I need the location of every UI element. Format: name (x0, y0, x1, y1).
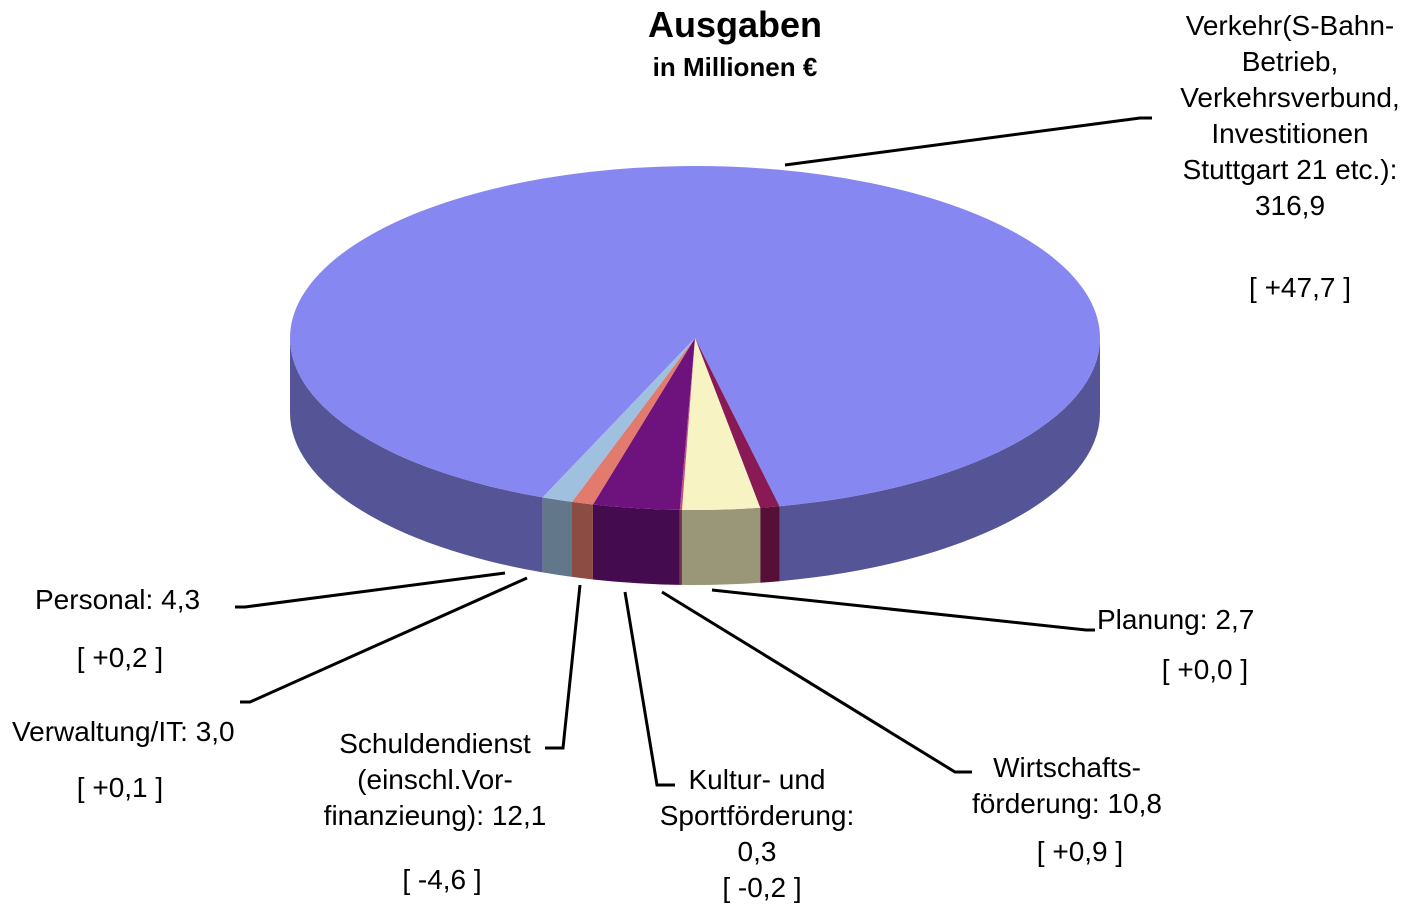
slice-label: Verwaltung/IT: 3,0 (12, 714, 235, 750)
slice-label: Wirtschafts- förderung: 10,8 (972, 750, 1162, 822)
pie-slice-side (681, 507, 761, 585)
category-label: Personal: (35, 584, 154, 615)
pie-slice (695, 338, 780, 508)
value-label: 12,1 (491, 800, 547, 831)
change-label: [ +0,9 ] (1036, 836, 1124, 867)
change-label: [ +47,7 ] (1249, 272, 1351, 303)
pie-slice (290, 166, 1101, 507)
category-label: Verwaltung/IT: (12, 716, 188, 747)
pie-slice (542, 338, 695, 502)
category-label: Schuldendienst (einschl.Vor- finanzieung… (323, 728, 531, 831)
pie-slice-side (542, 497, 573, 577)
slice-label: Schuldendienst (einschl.Vor- finanzieung… (324, 726, 547, 834)
pie-slice (592, 338, 695, 510)
change-label: [ +0,0 ] (1161, 654, 1249, 685)
value-label: 0,3 (737, 836, 777, 867)
leader-line (545, 584, 582, 750)
pie-slice-side (760, 506, 780, 583)
leader-line (784, 116, 1152, 167)
value-label: 3,0 (195, 716, 235, 747)
pie-slice-side (592, 504, 680, 585)
leader-line (661, 590, 972, 774)
category-label: Wirtschafts- förderung: (972, 752, 1141, 819)
leader-line (623, 591, 675, 787)
leader-line (711, 588, 1095, 632)
value-label: 2,7 (1215, 604, 1255, 635)
slice-label: Planung: 2,7 (1097, 602, 1254, 638)
leader-line (240, 576, 528, 704)
slice-label: Personal: 4,3 (35, 582, 200, 618)
pie-slice (572, 338, 695, 505)
category-label: Kultur- und Sportförderung: (659, 764, 855, 831)
pie-slice-side (290, 338, 543, 573)
pie-slice-side (572, 501, 593, 580)
pie-slice-side (679, 509, 682, 585)
change-label: [ +0,2 ] (76, 642, 164, 673)
chart-title: Ausgaben (647, 4, 823, 45)
change-label: [ +0,1 ] (76, 772, 164, 803)
pie-slice-side (779, 338, 1100, 582)
slice-label: Kultur- und Sportförderung: 0,3 (660, 762, 855, 870)
value-label: 4,3 (161, 584, 201, 615)
slice-label: Verkehr(S-Bahn- Betrieb, Verkehrsverbund… (1180, 8, 1399, 224)
chart-subtitle: in Millionen € (652, 52, 818, 82)
change-label: [ -4,6 ] (402, 864, 482, 895)
pie-slice (681, 338, 761, 511)
change-label: [ -0,2 ] (722, 872, 802, 903)
category-label: Planung: (1097, 604, 1208, 635)
category-label: Verkehr(S-Bahn- Betrieb, Verkehrsverbund… (1180, 10, 1400, 185)
value-label: 316,9 (1254, 190, 1326, 221)
value-label: 10,8 (1107, 788, 1162, 819)
pie-slice (679, 338, 695, 510)
leader-line (235, 571, 506, 609)
